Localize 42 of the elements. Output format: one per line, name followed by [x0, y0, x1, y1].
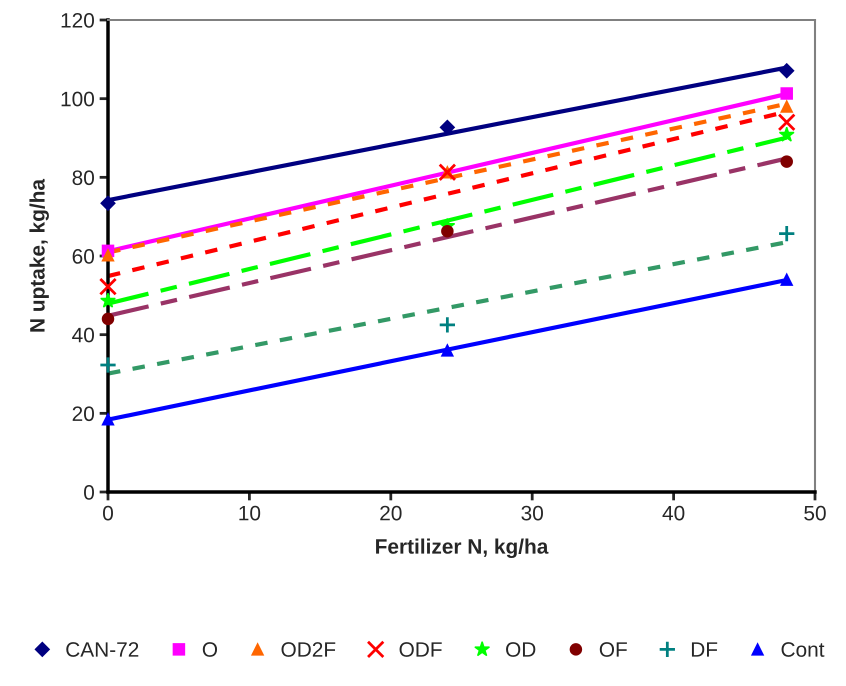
- point: [102, 312, 114, 326]
- point: [778, 224, 796, 243]
- point: [98, 278, 118, 296]
- legend-label: ODF: [400, 642, 442, 657]
- point: [102, 412, 114, 426]
- point: [779, 63, 794, 78]
- legend-label: CAN-72: [66, 642, 138, 657]
- point: [441, 344, 454, 357]
- y-tick-label: 120: [62, 13, 94, 28]
- y-axis-title: N uptake, kg/ha: [29, 178, 49, 332]
- x-tick-label: 0: [103, 506, 113, 520]
- x-tick-label: 50: [804, 506, 826, 520]
- point: [102, 248, 114, 262]
- legend-label: OF: [600, 642, 627, 657]
- legend-label: O: [202, 642, 218, 657]
- legend-label: Cont: [782, 642, 824, 657]
- point: [100, 196, 116, 211]
- point: [778, 126, 795, 142]
- y-tick-label: 80: [72, 170, 94, 186]
- y-tick-label: 100: [62, 92, 94, 106]
- point: [98, 356, 118, 374]
- x-axis-title: Fertilizer N, kg/ha: [376, 538, 548, 558]
- point: [780, 87, 793, 100]
- point: [100, 292, 116, 308]
- point: [780, 273, 793, 286]
- legend-label: OD2F: [282, 642, 336, 657]
- y-tick-label: 0: [84, 485, 94, 500]
- x-tick-label: 40: [662, 506, 684, 520]
- y-tick-label: 60: [72, 249, 94, 264]
- point: [441, 224, 454, 238]
- x-tick-label: 10: [239, 506, 260, 520]
- legend-label: DF: [692, 642, 718, 657]
- point: [438, 163, 456, 182]
- legend-label: OD: [506, 642, 536, 657]
- point: [438, 316, 456, 334]
- y-tick-label: 40: [72, 328, 94, 342]
- point: [780, 155, 793, 168]
- point: [780, 100, 793, 113]
- y-tick-label: 20: [72, 406, 94, 422]
- point: [778, 113, 796, 132]
- x-tick-label: 20: [380, 506, 402, 520]
- x-tick-label: 30: [521, 506, 543, 520]
